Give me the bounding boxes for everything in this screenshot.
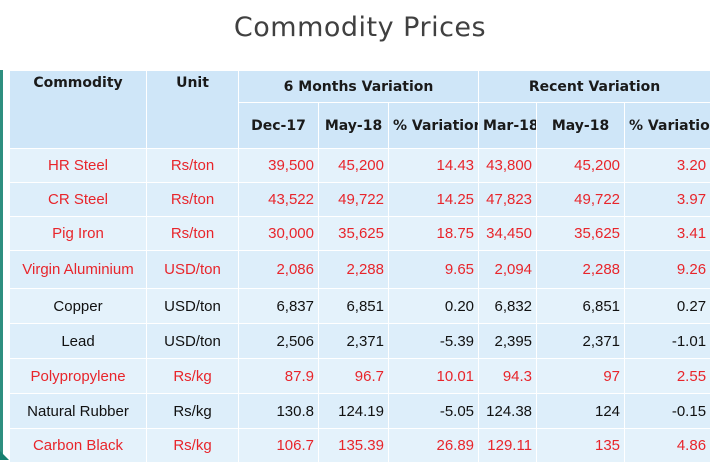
may-18-six-month-value: 135.39 <box>318 428 389 463</box>
may-18-recent-value: 97 <box>536 358 626 394</box>
pct-variation-recent-value: 0.27 <box>624 288 712 324</box>
may-18-recent-value: 6,851 <box>536 288 626 324</box>
pct-variation-recent-value: 9.26 <box>624 250 712 289</box>
pct-variation-six-month-value: 9.65 <box>387 250 480 289</box>
unit-cell: Rs/ton <box>146 148 239 183</box>
may-18-recent-value: 35,625 <box>536 216 626 251</box>
may-18-six-month-value: 49,722 <box>318 182 389 217</box>
header-six-month-variation: 6 Months Variation <box>237 70 480 103</box>
header-may-18-six-month: May-18 <box>318 102 389 149</box>
table-row: HR Steel Rs/ton 39,500 45,200 14.43 43,800 45,… <box>9 148 712 183</box>
pct-variation-six-month-value: 18.75 <box>387 216 480 251</box>
unit-cell: Rs/kg <box>146 428 239 463</box>
commodity-name: Carbon Black <box>9 428 147 463</box>
pct-variation-six-month-value: 10.01 <box>387 358 480 394</box>
dec-17-value: 39,500 <box>238 148 319 183</box>
header-recent-variation: Recent Variation <box>478 70 712 103</box>
commodity-name: Pig Iron <box>9 216 147 251</box>
may-18-recent-value: 124 <box>536 393 626 429</box>
pct-variation-six-month-value: -5.05 <box>387 393 480 429</box>
table-row: Carbon Black Rs/kg 106.7 135.39 26.89 129.11 1… <box>9 428 712 463</box>
mar-18-value: 124.38 <box>478 393 538 429</box>
mar-18-value: 6,832 <box>478 288 538 324</box>
commodity-name: HR Steel <box>9 148 147 183</box>
pct-variation-recent-value: 4.86 <box>624 428 712 463</box>
commodity-name: Copper <box>9 288 147 324</box>
may-18-six-month-value: 2,288 <box>318 250 389 289</box>
may-18-six-month-value: 2,371 <box>318 323 389 359</box>
unit-cell: Rs/kg <box>146 358 239 394</box>
commodity-name: Virgin Aluminium <box>9 250 147 289</box>
unit-cell: USD/ton <box>146 288 239 324</box>
pct-variation-six-month-value: 14.43 <box>387 148 480 183</box>
pct-variation-recent-value: 3.20 <box>624 148 712 183</box>
table-row: Natural Rubber Rs/kg 130.8 124.19 -5.05 124.3… <box>9 393 712 429</box>
dec-17-value: 30,000 <box>238 216 319 251</box>
may-18-six-month-value: 96.7 <box>318 358 389 394</box>
page-title: Commodity Prices <box>233 12 487 43</box>
table-row: Polypropylene Rs/kg 87.9 96.7 10.01 94.3 97 2.5… <box>9 358 712 394</box>
pct-variation-recent-value: 2.55 <box>624 358 712 394</box>
header-unit: Unit <box>146 70 239 149</box>
header-dec-17: Dec-17 <box>238 102 319 149</box>
mar-18-value: 129.11 <box>478 428 538 463</box>
table-row: Lead USD/ton 2,506 2,371 -5.39 2,395 2,371 -1.0… <box>9 323 712 359</box>
commodity-price-table: Commodity Unit 6 Months Variation Recent… <box>9 70 712 463</box>
dec-17-value: 2,086 <box>238 250 319 289</box>
unit-cell: USD/ton <box>146 250 239 289</box>
mar-18-value: 43,800 <box>478 148 538 183</box>
pct-variation-recent-value: -1.01 <box>624 323 712 359</box>
dec-17-value: 6,837 <box>238 288 319 324</box>
mar-18-value: 47,823 <box>478 182 538 217</box>
commodity-name: Polypropylene <box>9 358 147 394</box>
dec-17-value: 106.7 <box>238 428 319 463</box>
may-18-six-month-value: 124.19 <box>318 393 389 429</box>
unit-cell: Rs/ton <box>146 182 239 217</box>
may-18-recent-value: 2,288 <box>536 250 626 289</box>
corner-accent <box>0 451 9 460</box>
dec-17-value: 87.9 <box>238 358 319 394</box>
table-row: Virgin Aluminium USD/ton 2,086 2,288 9.65 2,0… <box>9 250 712 289</box>
pct-variation-six-month-value: -5.39 <box>387 323 480 359</box>
header-commodity: Commodity <box>9 70 147 149</box>
commodity-name: CR Steel <box>9 182 147 217</box>
mar-18-value: 2,094 <box>478 250 538 289</box>
mar-18-value: 2,395 <box>478 323 538 359</box>
commodity-name: Lead <box>9 323 147 359</box>
may-18-recent-value: 2,371 <box>536 323 626 359</box>
header-pct-variation-recent: % Variation <box>624 102 712 149</box>
pct-variation-six-month-value: 26.89 <box>387 428 480 463</box>
may-18-six-month-value: 6,851 <box>318 288 389 324</box>
pct-variation-recent-value: -0.15 <box>624 393 712 429</box>
slide-edge-accent <box>0 70 3 460</box>
unit-cell: USD/ton <box>146 323 239 359</box>
unit-cell: Rs/ton <box>146 216 239 251</box>
pct-variation-recent-value: 3.41 <box>624 216 712 251</box>
pct-variation-six-month-value: 14.25 <box>387 182 480 217</box>
mar-18-value: 34,450 <box>478 216 538 251</box>
table-row: Pig Iron Rs/ton 30,000 35,625 18.75 34,450 35,… <box>9 216 712 251</box>
unit-cell: Rs/kg <box>146 393 239 429</box>
may-18-six-month-value: 35,625 <box>318 216 389 251</box>
may-18-six-month-value: 45,200 <box>318 148 389 183</box>
commodity-name: Natural Rubber <box>9 393 147 429</box>
dec-17-value: 130.8 <box>238 393 319 429</box>
header-may-18-recent: May-18 <box>536 102 626 149</box>
table-row: Copper USD/ton 6,837 6,851 0.20 6,832 6,851 0.2… <box>9 288 712 324</box>
mar-18-value: 94.3 <box>478 358 538 394</box>
dec-17-value: 2,506 <box>238 323 319 359</box>
may-18-recent-value: 135 <box>536 428 626 463</box>
pct-variation-six-month-value: 0.20 <box>387 288 480 324</box>
may-18-recent-value: 49,722 <box>536 182 626 217</box>
header-mar-18: Mar-18 <box>478 102 538 149</box>
pct-variation-recent-value: 3.97 <box>624 182 712 217</box>
dec-17-value: 43,522 <box>238 182 319 217</box>
header-pct-variation-six-month: % Variation <box>387 102 480 149</box>
may-18-recent-value: 45,200 <box>536 148 626 183</box>
table-row: CR Steel Rs/ton 43,522 49,722 14.25 47,823 49,… <box>9 182 712 217</box>
